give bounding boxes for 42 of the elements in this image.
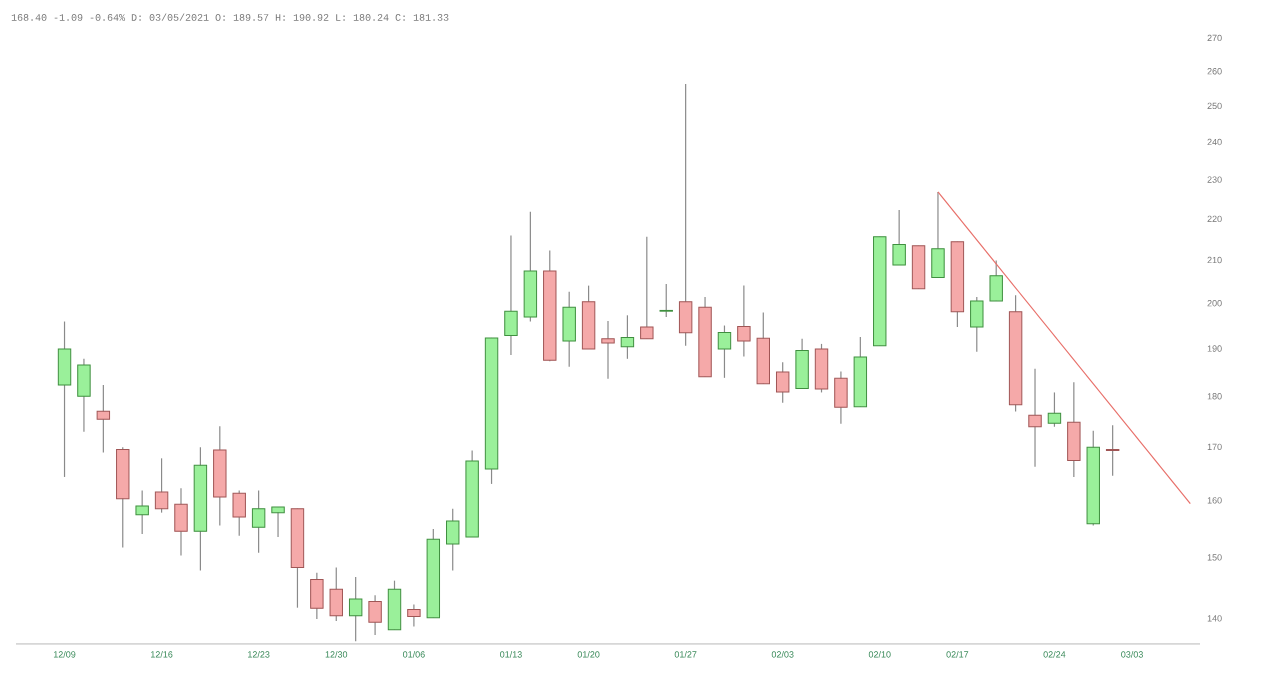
candlestick xyxy=(446,508,460,572)
candlestick xyxy=(1047,391,1062,428)
candlestick xyxy=(659,283,673,318)
candlestick xyxy=(581,285,596,350)
candlestick xyxy=(407,603,421,628)
candlestick xyxy=(775,361,790,404)
candlestick xyxy=(640,236,654,340)
candlestick xyxy=(601,320,615,380)
candlestick xyxy=(77,358,91,433)
candlestick xyxy=(174,487,188,557)
candlestick xyxy=(504,234,518,356)
candlestick xyxy=(348,576,363,642)
candlestick xyxy=(1067,381,1081,478)
candlestick xyxy=(154,457,169,514)
candlestick xyxy=(756,312,770,385)
candlestick xyxy=(232,489,246,537)
candlestick xyxy=(387,580,402,631)
candlestick xyxy=(310,572,324,620)
candlestick xyxy=(329,566,343,622)
candlestick xyxy=(96,384,111,454)
candlestick xyxy=(57,320,72,478)
candlestick xyxy=(834,370,848,425)
candlestick xyxy=(717,324,732,379)
candlestick xyxy=(814,343,829,394)
candlestick xyxy=(251,489,266,554)
candlestick xyxy=(989,259,1003,302)
candlestick xyxy=(368,594,382,636)
candlestick xyxy=(620,314,635,360)
candlestick xyxy=(1105,424,1120,477)
candlestick xyxy=(795,338,809,390)
candlestick xyxy=(562,291,576,368)
candlestick xyxy=(970,296,984,353)
candlestick xyxy=(931,191,945,279)
candlestick xyxy=(737,285,751,358)
candlestick xyxy=(135,489,149,535)
candlestick xyxy=(271,506,285,538)
candlestick xyxy=(213,425,227,527)
candlestick xyxy=(911,245,926,290)
candlestick xyxy=(523,211,538,323)
candlestick xyxy=(892,209,906,266)
candlestick xyxy=(1028,368,1042,468)
candlestick xyxy=(678,83,693,347)
